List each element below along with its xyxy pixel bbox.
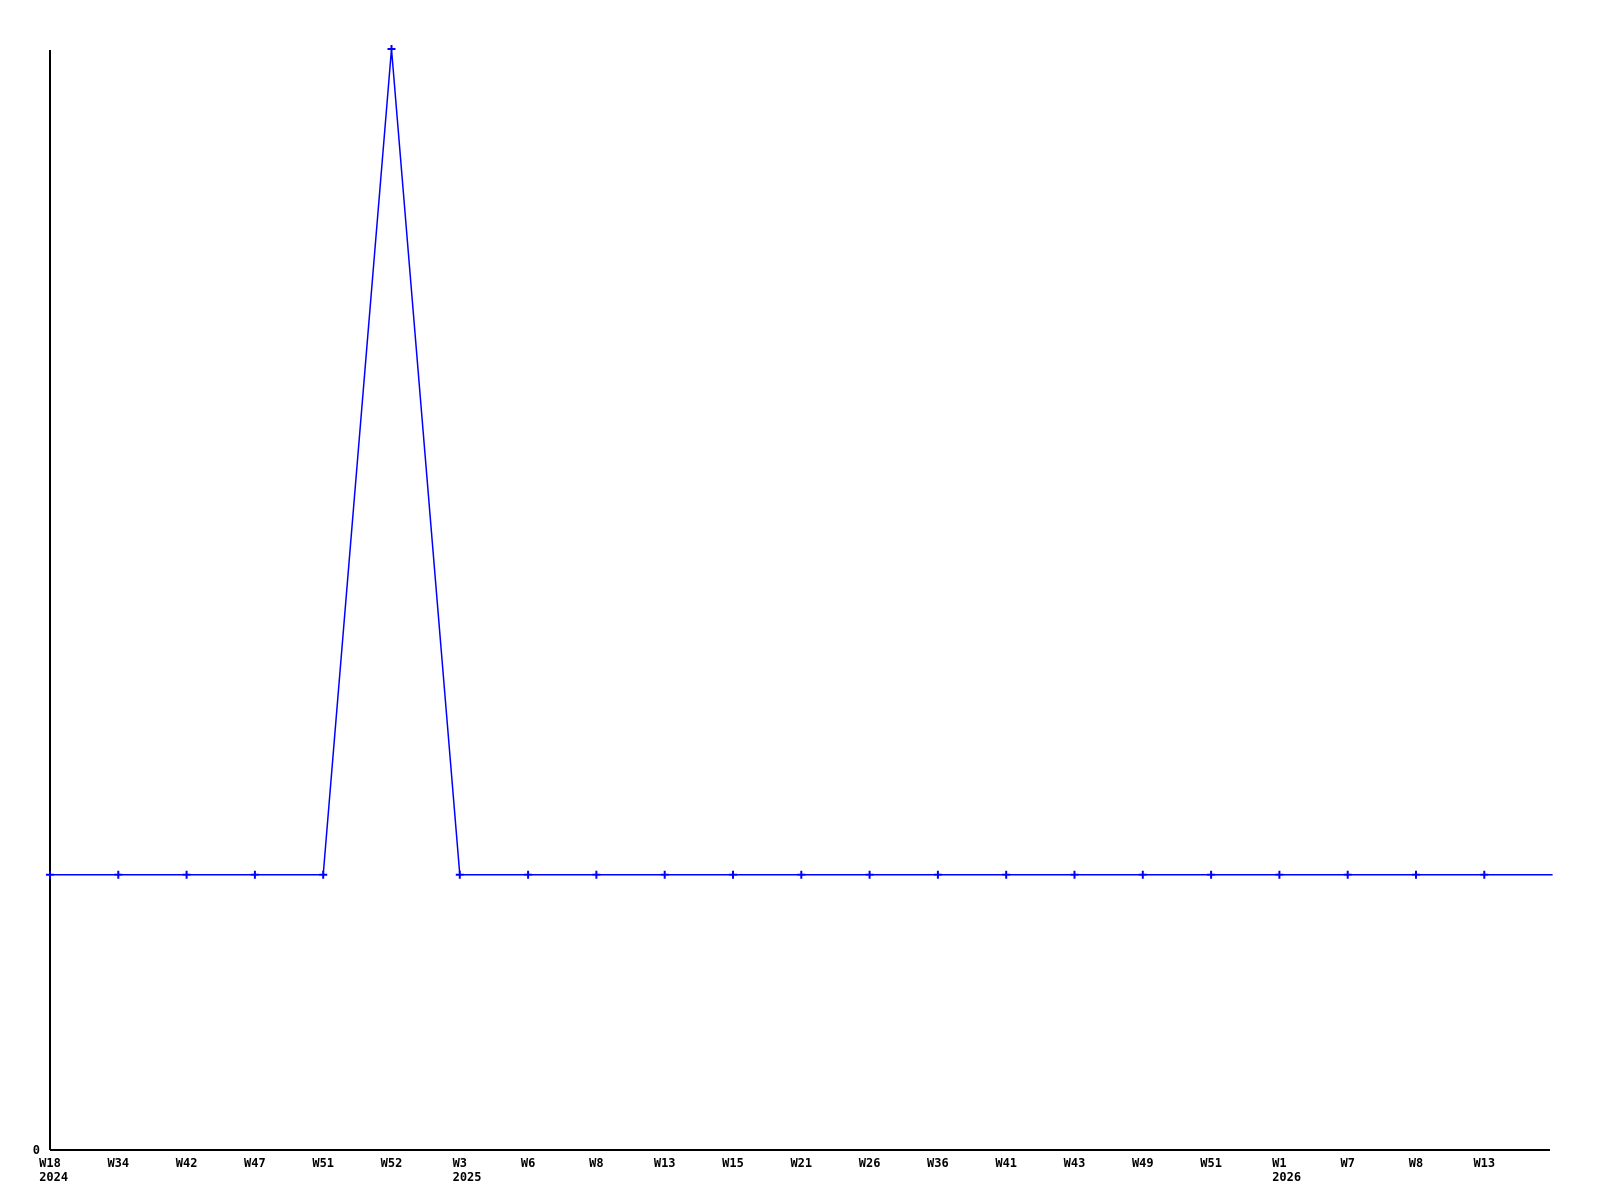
data-point-marker (1138, 870, 1147, 879)
x-tick-label: W47 (244, 1156, 266, 1170)
x-tick-label: W3 (453, 1156, 467, 1170)
x-tick-label: W1 (1272, 1156, 1286, 1170)
x-tick-label: W7 (1340, 1156, 1354, 1170)
x-tick-label: W15 (722, 1156, 744, 1170)
data-point-marker (46, 870, 54, 879)
data-point-marker (865, 870, 874, 879)
x-tick-year-label: 2024 (39, 1170, 68, 1184)
x-tick-label: W26 (859, 1156, 881, 1170)
data-point-marker (933, 870, 942, 879)
data-point-marker (250, 870, 259, 879)
x-tick-year-label: 2026 (1272, 1170, 1301, 1184)
data-point-marker (1070, 870, 1079, 879)
x-tick-label: W8 (1409, 1156, 1423, 1170)
data-point-marker (1002, 870, 1011, 879)
x-tick-label: W49 (1132, 1156, 1154, 1170)
data-point-marker (1207, 870, 1216, 879)
x-tick-label: W51 (312, 1156, 334, 1170)
y-axis-zero-label: 0 (33, 1143, 40, 1157)
data-point-marker (114, 870, 123, 879)
data-point-marker (797, 870, 806, 879)
data-point-marker (1343, 870, 1352, 879)
x-tick-label: W18 (39, 1156, 61, 1170)
x-tick-label: W8 (589, 1156, 603, 1170)
x-tick-label: W51 (1200, 1156, 1222, 1170)
x-tick-label: W13 (654, 1156, 676, 1170)
x-tick-label: W42 (176, 1156, 198, 1170)
data-point-marker (455, 870, 464, 879)
x-tick-label: W13 (1473, 1156, 1495, 1170)
x-tick-label: W36 (927, 1156, 949, 1170)
x-tick-label: W41 (995, 1156, 1017, 1170)
data-point-marker (1412, 870, 1420, 879)
data-point-marker (1480, 870, 1489, 879)
data-point-marker (182, 870, 191, 879)
x-tick-year-label: 2025 (453, 1170, 482, 1184)
data-point-marker (592, 870, 601, 879)
data-line (50, 48, 1553, 876)
x-tick-label: W21 (790, 1156, 812, 1170)
data-point-marker (1275, 870, 1284, 879)
x-tick-label: W6 (521, 1156, 535, 1170)
data-point-marker (729, 870, 737, 879)
x-tick-label: W52 (381, 1156, 403, 1170)
data-point-marker (319, 870, 328, 879)
data-point-marker (387, 45, 396, 53)
x-tick-label: W43 (1064, 1156, 1086, 1170)
data-point-marker (524, 870, 533, 879)
data-point-marker (660, 870, 669, 879)
x-tick-label: W34 (107, 1156, 129, 1170)
